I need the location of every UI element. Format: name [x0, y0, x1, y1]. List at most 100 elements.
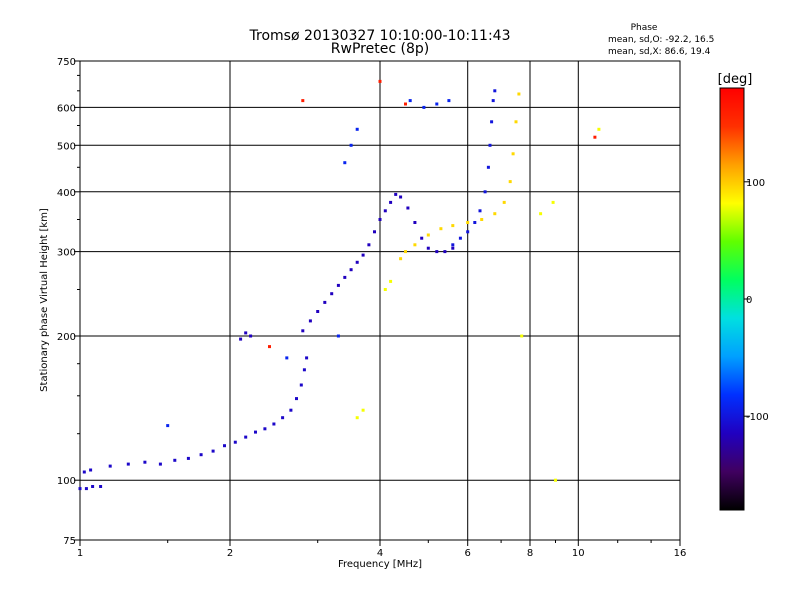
- data-point: [295, 397, 298, 401]
- data-point: [84, 487, 88, 491]
- x-tick-label: 16: [674, 548, 687, 559]
- x-tick-label: 2: [227, 548, 233, 559]
- data-point: [493, 212, 497, 216]
- data-point: [254, 430, 257, 434]
- colorbar-label: [deg]: [718, 72, 753, 87]
- data-point: [263, 427, 267, 431]
- data-point: [367, 243, 371, 247]
- data-point: [355, 416, 359, 420]
- y-tick-label: 100: [57, 476, 76, 487]
- data-point: [82, 470, 86, 474]
- data-point: [502, 200, 506, 204]
- data-point: [158, 462, 162, 466]
- data-point: [458, 236, 462, 240]
- data-point: [493, 89, 497, 93]
- y-tick-label: 400: [57, 188, 76, 199]
- colorbar-tick-label: -100: [746, 412, 769, 423]
- data-point: [244, 435, 248, 439]
- data-point: [408, 99, 412, 103]
- data-point: [451, 243, 455, 247]
- data-point: [361, 408, 365, 412]
- data-point: [483, 190, 487, 194]
- data-point: [89, 468, 93, 472]
- data-point: [399, 257, 403, 261]
- x-axis-label: Frequency [MHz]: [338, 559, 422, 570]
- data-point: [435, 102, 439, 106]
- data-point: [91, 485, 95, 488]
- data-point: [289, 408, 293, 412]
- data-point: [272, 422, 276, 426]
- data-point: [394, 192, 398, 196]
- colorbar: [719, 87, 745, 511]
- data-point: [173, 458, 177, 462]
- data-point: [301, 99, 305, 103]
- data-point: [308, 319, 312, 323]
- data-point: [249, 334, 253, 338]
- data-point: [355, 260, 359, 264]
- x-tick-label: 6: [465, 548, 471, 559]
- y-tick-label: 600: [57, 103, 76, 114]
- y-tick-label: 500: [57, 141, 76, 152]
- data-point: [244, 331, 248, 335]
- grid-lines: [80, 61, 680, 540]
- data-point: [323, 300, 327, 304]
- data-point: [108, 464, 112, 468]
- data-point: [316, 310, 320, 313]
- data-point: [426, 246, 430, 250]
- data-point: [422, 105, 426, 109]
- y-tick-label: 200: [57, 332, 76, 343]
- data-point: [336, 283, 340, 287]
- data-point: [78, 487, 82, 491]
- data-point: [451, 224, 455, 228]
- data-point: [143, 460, 147, 464]
- y-tick-label: 75: [63, 536, 76, 547]
- data-point: [199, 453, 203, 457]
- stats-title: Phase: [631, 23, 658, 33]
- data-point: [478, 209, 482, 213]
- data-point: [466, 230, 470, 234]
- data-points: [78, 79, 601, 491]
- data-point: [383, 209, 387, 213]
- data-point: [378, 218, 382, 221]
- data-point: [99, 485, 103, 488]
- data-point: [473, 221, 477, 224]
- data-point: [413, 243, 417, 247]
- data-point: [349, 268, 353, 272]
- colorbar-tick-label: 0: [746, 295, 752, 306]
- data-point: [480, 218, 484, 221]
- x-tick-label: 10: [572, 548, 585, 559]
- data-point: [126, 462, 130, 466]
- data-point: [486, 165, 490, 169]
- colorbar-tick-label: 100: [746, 178, 765, 189]
- data-point: [301, 329, 305, 333]
- data-point: [281, 416, 285, 420]
- data-point: [520, 334, 524, 338]
- data-point: [233, 440, 237, 444]
- data-point: [223, 444, 226, 448]
- y-axis-label: Stationary phase Virtual Height [km]: [39, 208, 50, 392]
- data-point: [490, 120, 494, 124]
- data-point: [539, 212, 543, 216]
- chart-title: Tromsø 20130327 10:10:00-10:11:43: [249, 28, 511, 44]
- data-point: [305, 356, 309, 360]
- data-point: [373, 230, 376, 234]
- y-tick-label: 300: [57, 248, 76, 259]
- chart-subtitle: RwPretec (8p): [331, 41, 429, 57]
- data-point: [383, 288, 387, 291]
- data-point: [349, 143, 353, 147]
- data-point: [211, 449, 215, 453]
- data-point: [451, 246, 455, 250]
- x-tick-label: 1: [77, 548, 83, 559]
- data-point: [404, 102, 407, 106]
- data-point: [355, 127, 359, 131]
- data-point: [420, 236, 424, 240]
- data-point: [439, 227, 443, 231]
- data-point: [413, 221, 417, 224]
- data-point: [361, 253, 365, 257]
- data-point: [514, 120, 518, 124]
- x-tick-label: 4: [377, 548, 383, 559]
- data-point: [268, 345, 271, 349]
- data-point: [593, 135, 597, 139]
- data-point: [447, 99, 451, 103]
